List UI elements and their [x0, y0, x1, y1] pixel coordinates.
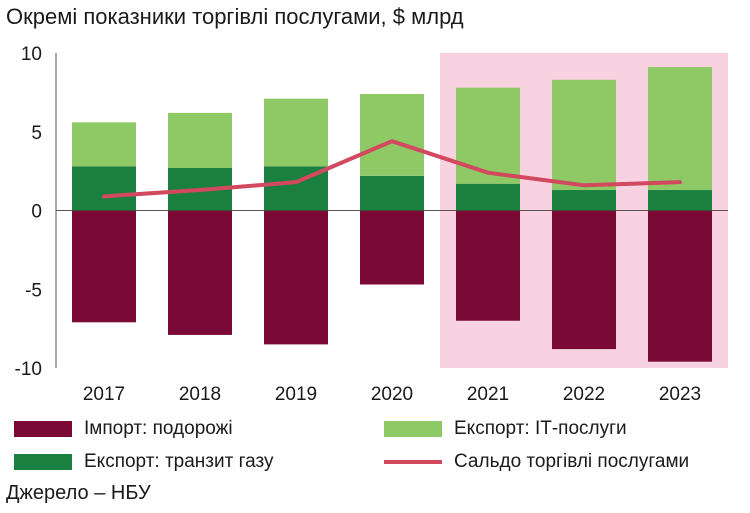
legend-swatch-import-travel	[14, 421, 72, 437]
y-tick-label: 10	[21, 44, 42, 65]
x-tick-label-2019: 2019	[275, 384, 317, 405]
bar-export-it-2023	[648, 67, 712, 191]
bar-import-travel-2017	[72, 210, 136, 323]
bar-import-travel-2022	[552, 210, 616, 350]
y-tick-label: 5	[31, 123, 42, 144]
bar-export-it-2017	[72, 122, 136, 167]
bar-import-travel-2019	[264, 210, 328, 345]
legend-label-export-it: Експорт: ІТ-послуги	[454, 418, 627, 439]
y-tick-label: -5	[25, 280, 42, 301]
legend-item-import-travel: Імпорт: подорожі	[14, 418, 233, 440]
bar-export-it-2021	[456, 87, 520, 184]
legend-swatch-export-it	[384, 421, 442, 437]
legend-label-import-travel: Імпорт: подорожі	[84, 418, 233, 439]
x-tick-label-2021: 2021	[467, 384, 509, 405]
x-tick-label-2023: 2023	[659, 384, 701, 405]
legend-swatch-export-gas-transit	[14, 454, 72, 470]
legend-item-export-it: Експорт: ІТ-послуги	[384, 418, 627, 440]
bar-export-it-2019	[264, 98, 328, 167]
x-tick-label-2018: 2018	[179, 384, 221, 405]
x-tick-label-2022: 2022	[563, 384, 605, 405]
bar-export-gas-transit-2022	[552, 190, 616, 211]
bar-import-travel-2023	[648, 210, 712, 362]
bar-export-it-2020	[360, 93, 424, 176]
bar-export-it-2018	[168, 112, 232, 168]
chart-title: Окремі показники торгівлі послугами, $ м…	[6, 4, 464, 29]
x-tick-label-2017: 2017	[83, 384, 125, 405]
source-note: Джерело – НБУ	[6, 482, 151, 504]
line-services-balance	[102, 139, 682, 199]
bar-export-gas-transit-2020	[360, 175, 424, 211]
x-tick-label-2020: 2020	[371, 384, 413, 405]
y-tick-label: 0	[31, 202, 42, 223]
legend-item-export-gas-transit: Експорт: транзит газу	[14, 451, 273, 473]
y-tick-label: -10	[15, 359, 42, 380]
bar-export-gas-transit-2017	[72, 166, 136, 211]
legend-label-services-balance: Сальдо торгівлі послугами	[454, 451, 690, 472]
legend-swatch-services-balance	[384, 460, 442, 464]
legend-item-services-balance: Сальдо торгівлі послугами	[384, 451, 689, 473]
bar-import-travel-2021	[456, 210, 520, 321]
bar-import-travel-2020	[360, 210, 424, 285]
bar-export-gas-transit-2021	[456, 183, 520, 211]
legend-label-export-gas-transit: Експорт: транзит газу	[84, 451, 274, 472]
bar-export-gas-transit-2023	[648, 190, 712, 211]
bar-import-travel-2018	[168, 210, 232, 335]
bar-export-it-2022	[552, 79, 616, 191]
